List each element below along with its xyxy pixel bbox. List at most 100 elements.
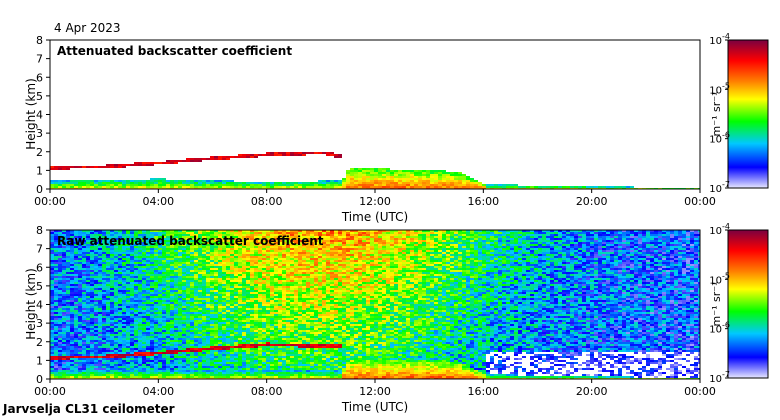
heatmap-cell <box>238 186 242 188</box>
heatmap-cell <box>438 184 442 186</box>
heatmap-cell <box>194 332 198 334</box>
heatmap-cell <box>198 366 202 368</box>
heatmap-cell <box>210 370 214 372</box>
heatmap-cell <box>74 248 78 250</box>
heatmap-cell <box>246 292 250 294</box>
heatmap-cell <box>218 234 222 236</box>
heatmap-cell <box>214 360 218 362</box>
heatmap-cell <box>174 356 178 358</box>
heatmap-cell <box>118 324 122 326</box>
heatmap-cell <box>98 350 102 352</box>
heatmap-cell <box>250 302 254 304</box>
heatmap-cell <box>394 184 398 186</box>
heatmap-cell <box>182 182 186 184</box>
heatmap-cell <box>214 356 218 358</box>
heatmap-cell <box>210 374 214 376</box>
heatmap-cell <box>446 176 450 178</box>
heatmap-cell <box>130 372 134 374</box>
heatmap-cell <box>290 186 294 188</box>
heatmap-cell <box>222 278 226 280</box>
heatmap-cell <box>66 268 70 270</box>
heatmap-cell <box>110 312 114 314</box>
heatmap-cell <box>154 358 158 360</box>
backscatter-panel: 00:00 04:00 08:00 12:00 16:00 20:00 00:00 0123… <box>24 32 769 224</box>
heatmap-cell <box>126 262 130 264</box>
heatmap-cell <box>58 288 62 290</box>
heatmap-cell <box>122 266 126 268</box>
heatmap-cell <box>238 268 242 270</box>
heatmap-cell <box>146 182 150 184</box>
heatmap-cell <box>422 182 426 184</box>
heatmap-cell <box>294 154 298 156</box>
heatmap-cell <box>394 170 398 172</box>
heatmap-cell <box>262 298 266 300</box>
heatmap-cell <box>174 320 178 322</box>
heatmap-cell <box>206 362 210 364</box>
heatmap-cell <box>114 242 118 244</box>
heatmap-cell <box>66 364 70 366</box>
heatmap-cell <box>226 310 230 312</box>
heatmap-cell <box>138 184 142 186</box>
heatmap-cell <box>234 232 238 234</box>
heatmap-cell <box>66 342 70 344</box>
heatmap-cell <box>178 304 182 306</box>
heatmap-cell <box>102 376 106 378</box>
heatmap-cell <box>242 260 246 262</box>
heatmap-cell <box>122 324 126 326</box>
heatmap-cell <box>186 182 190 184</box>
heatmap-cell <box>230 374 234 376</box>
heatmap-cell <box>70 166 74 168</box>
heatmap-cell <box>322 186 326 188</box>
heatmap-cell <box>126 354 130 356</box>
heatmap-cell <box>198 352 202 354</box>
heatmap-cell <box>66 344 70 346</box>
heatmap-cell <box>254 250 258 252</box>
heatmap-cell <box>118 264 122 266</box>
heatmap-cell <box>74 366 78 368</box>
heatmap-cell <box>158 180 162 182</box>
heatmap-cell <box>214 354 218 356</box>
heatmap-cell <box>382 176 386 178</box>
heatmap-cell <box>170 262 174 264</box>
heatmap-cell <box>118 262 122 264</box>
heatmap-cell <box>142 256 146 258</box>
heatmap-cell <box>122 326 126 328</box>
heatmap-cell <box>378 176 382 178</box>
heatmap-cell <box>150 314 154 316</box>
heatmap-cell <box>82 376 86 378</box>
heatmap-cell <box>138 318 142 320</box>
heatmap-cell <box>70 272 74 274</box>
heatmap-cell <box>106 264 110 266</box>
heatmap-cell <box>234 272 238 274</box>
heatmap-cell <box>334 184 338 186</box>
heatmap-cell <box>54 324 58 326</box>
heatmap-cell <box>238 278 242 280</box>
heatmap-cell <box>254 242 258 244</box>
heatmap-cell <box>90 338 94 340</box>
heatmap-cell <box>206 330 210 332</box>
heatmap-cell <box>214 268 218 270</box>
heatmap-cell <box>482 186 486 188</box>
heatmap-cell <box>234 312 238 314</box>
heatmap-cell <box>238 232 242 234</box>
heatmap-cell <box>138 290 142 292</box>
heatmap-cell <box>214 374 218 376</box>
heatmap-cell <box>106 164 110 166</box>
heatmap-cell <box>106 290 110 292</box>
heatmap-cell <box>218 298 222 300</box>
heatmap-cell <box>214 328 218 330</box>
heatmap-cell <box>58 242 62 244</box>
heatmap-cell <box>218 262 222 264</box>
heatmap-cell <box>134 352 138 354</box>
heatmap-cell <box>226 376 230 378</box>
heatmap-cell <box>262 312 266 314</box>
heatmap-cell <box>74 330 78 332</box>
heatmap-cell <box>250 344 254 346</box>
heatmap-cell <box>190 230 194 232</box>
heatmap-cell <box>178 266 182 268</box>
heatmap-cell <box>230 244 234 246</box>
heatmap-cell <box>222 156 226 158</box>
heatmap-cell <box>170 234 174 236</box>
colorbar-tick-label: 10-5 <box>709 81 730 96</box>
heatmap-cell <box>66 278 70 280</box>
